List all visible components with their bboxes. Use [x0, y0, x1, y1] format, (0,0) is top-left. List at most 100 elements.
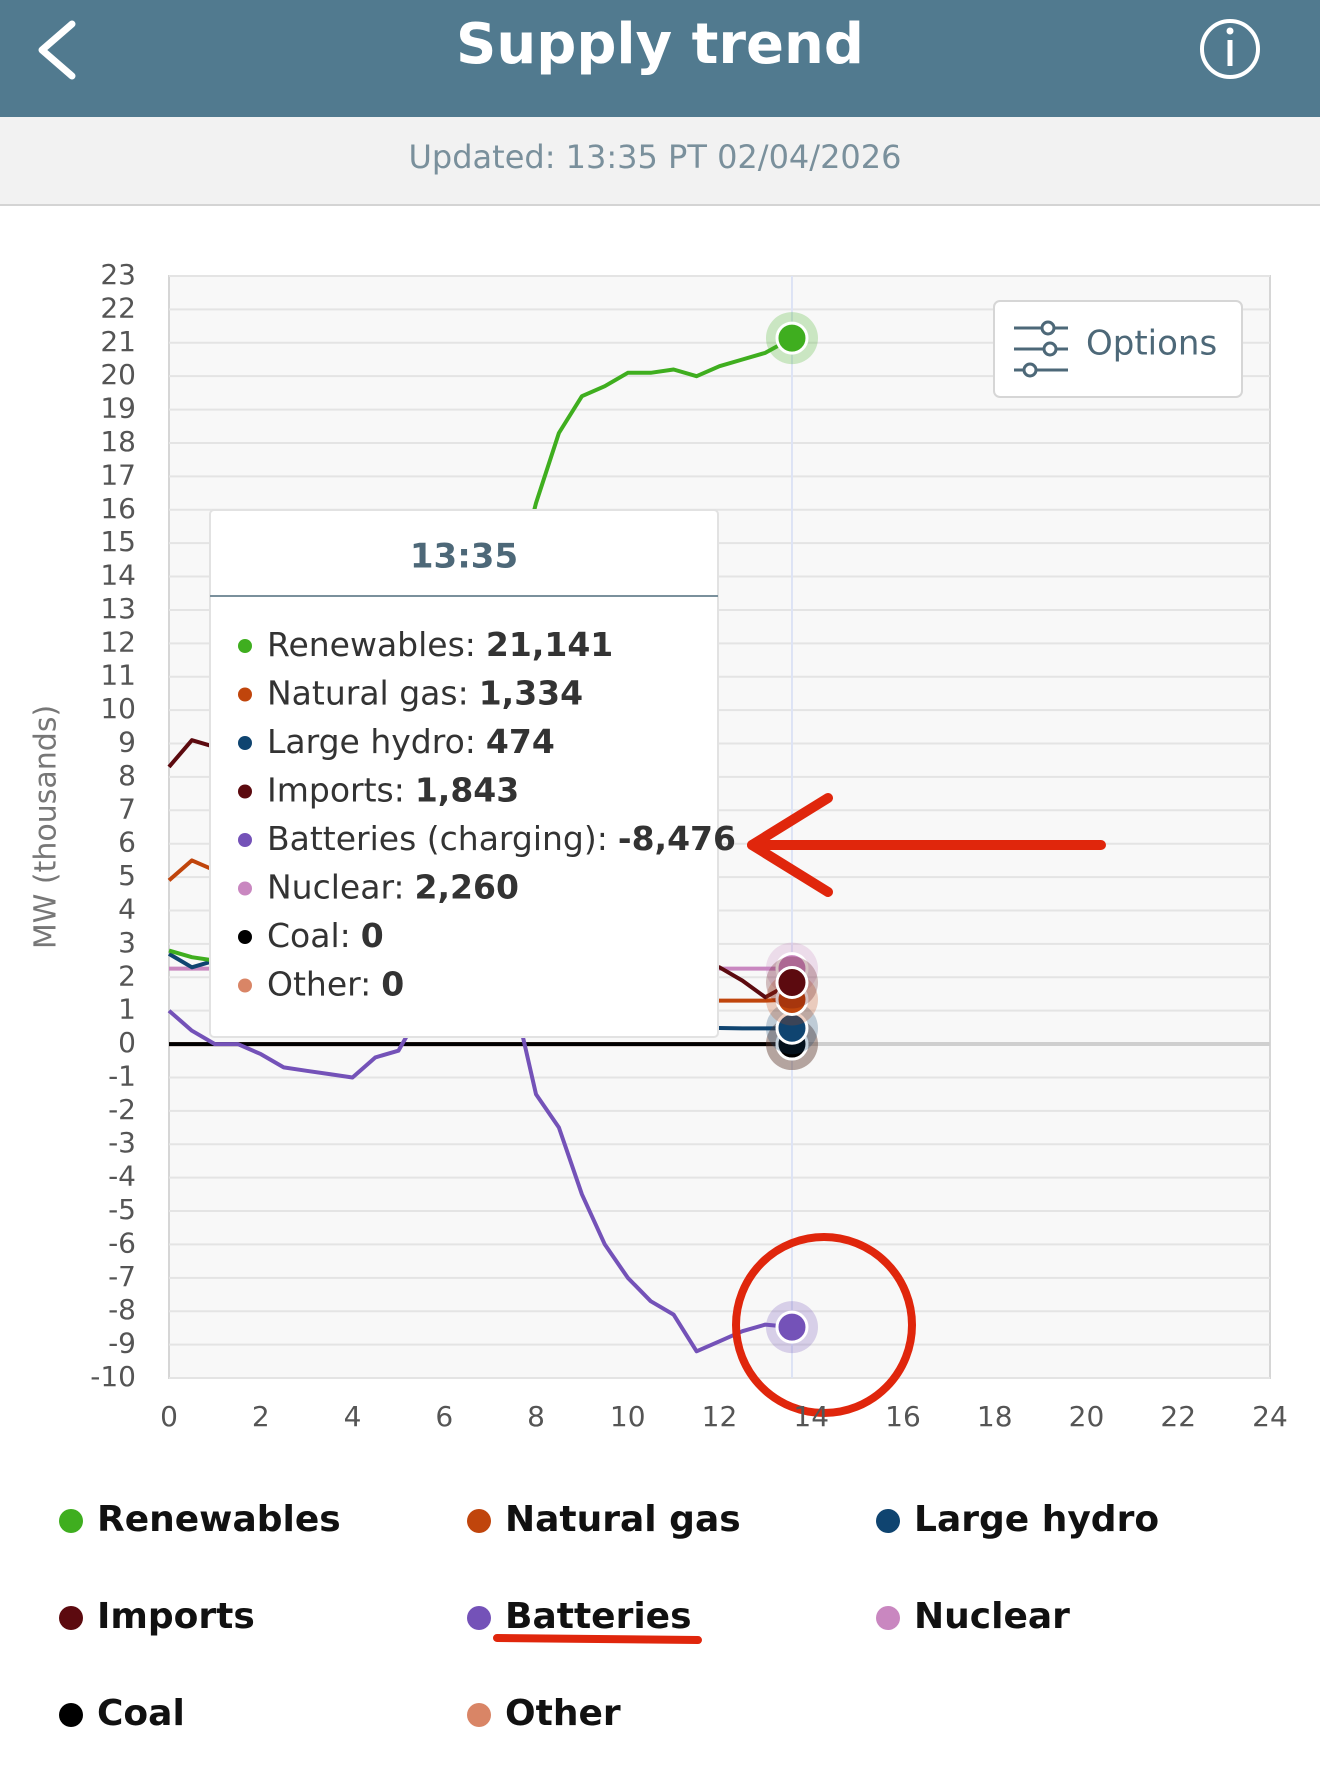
- y-tick-label: 11: [100, 659, 136, 692]
- updated-text: Updated: 13:35 PT 02/04/2026: [409, 138, 902, 176]
- legend-label: Large hydro: [914, 1499, 1159, 1540]
- tooltip-label: Natural gas:: [267, 673, 469, 712]
- tooltip-row: Natural gas: 1,334: [267, 673, 583, 712]
- legend-swatch: [467, 1606, 491, 1630]
- tooltip-row: Coal: 0: [267, 916, 384, 955]
- legend-item[interactable]: Coal: [59, 1693, 185, 1734]
- x-tick-label: 18: [977, 1400, 1013, 1433]
- end-point: [775, 1310, 809, 1344]
- annotation-arrow-head: [747, 793, 833, 897]
- legend-swatch: [59, 1509, 83, 1533]
- legend-swatch: [467, 1509, 491, 1533]
- info-dot: [1226, 27, 1234, 35]
- tooltip-label: Renewables:: [267, 625, 476, 664]
- y-tick-label: 9: [118, 726, 136, 759]
- x-tick-label: 8: [527, 1400, 545, 1433]
- y-tick-label: -7: [108, 1260, 136, 1293]
- y-tick-label: 1: [118, 993, 136, 1026]
- y-tick-label: 7: [118, 792, 136, 825]
- y-tick-label: 2: [118, 959, 136, 992]
- info-button[interactable]: [1200, 19, 1260, 79]
- legend-item[interactable]: Large hydro: [876, 1499, 1159, 1540]
- y-tick-label: 22: [100, 291, 136, 324]
- legend: Renewables Natural gas Large hydro Imports B…: [59, 1499, 1159, 1734]
- back-button[interactable]: [38, 20, 76, 80]
- updated-bar: [0, 117, 1320, 206]
- x-tick-label: 16: [885, 1400, 921, 1433]
- x-tick-label: 12: [702, 1400, 738, 1433]
- tooltip-row: Imports: 1,843: [267, 770, 519, 809]
- tooltip: 13:35 Renewables: 21,141 Natural gas: 1,334…: [209, 509, 736, 1038]
- tooltip-value: 474: [486, 722, 555, 761]
- tooltip-label: Nuclear:: [267, 867, 405, 906]
- tooltip-row: Large hydro: 474: [267, 722, 555, 761]
- options-button[interactable]: Options: [993, 300, 1243, 398]
- end-point: [775, 966, 809, 1000]
- x-tick-label: 14: [793, 1400, 829, 1433]
- tooltip-dot: [238, 784, 252, 799]
- tooltip-row: Other: 0: [267, 964, 404, 1003]
- tooltip-value: -8,476: [618, 819, 736, 858]
- legend-item[interactable]: Other: [467, 1693, 621, 1734]
- x-tick-label: 6: [435, 1400, 453, 1433]
- x-tick-label: 4: [344, 1400, 362, 1433]
- tooltip-dot: [238, 833, 252, 847]
- legend-item[interactable]: Renewables: [59, 1499, 341, 1540]
- header-title: Supply trend: [456, 12, 864, 77]
- options-icon: [1014, 320, 1068, 378]
- legend-label: Nuclear: [914, 1596, 1070, 1637]
- tooltip-value: 1,334: [479, 673, 583, 712]
- options-box: [993, 300, 1243, 398]
- annotation-circle: [732, 1233, 916, 1417]
- legend-label: Coal: [97, 1693, 185, 1734]
- x-tick-label: 22: [1160, 1400, 1196, 1433]
- tooltip-value: 0: [361, 916, 384, 955]
- y-tick-label: 6: [118, 826, 136, 859]
- y-tick-label: -8: [108, 1293, 136, 1326]
- y-tick-label: 13: [100, 592, 136, 625]
- y-tick-label: 19: [100, 392, 136, 425]
- y-tick-label: 8: [118, 759, 136, 792]
- tooltip-value: 0: [381, 964, 404, 1003]
- legend-swatch: [467, 1703, 491, 1727]
- tooltip-label: Batteries (charging):: [267, 819, 608, 858]
- x-tick-label: 0: [160, 1400, 178, 1433]
- x-tick-label: 10: [610, 1400, 646, 1433]
- grid: [169, 275, 1270, 1379]
- legend-item[interactable]: Natural gas: [467, 1499, 741, 1540]
- y-tick-label: 3: [118, 926, 136, 959]
- tooltip-label: Other:: [267, 964, 371, 1003]
- tooltip-dot: [238, 930, 252, 944]
- y-tick-label: 23: [100, 258, 136, 291]
- header-bar: [0, 0, 1320, 117]
- y-tick-label: 4: [118, 892, 136, 925]
- y-tick-label: -10: [90, 1360, 136, 1393]
- y-tick-label: 16: [100, 492, 136, 525]
- y-tick-label: 17: [100, 458, 136, 491]
- y-tick-label: 21: [100, 325, 136, 358]
- y-tick-label: -5: [108, 1193, 136, 1226]
- legend-swatch: [59, 1606, 83, 1630]
- legend-item[interactable]: Batteries: [467, 1596, 692, 1637]
- tooltip-dot: [238, 881, 252, 896]
- legend-label: Natural gas: [505, 1499, 741, 1540]
- tooltip-value: 2,260: [415, 867, 519, 906]
- legend-label: Batteries: [505, 1596, 692, 1637]
- y-tick-label: 0: [118, 1026, 136, 1059]
- y-tick-label: 20: [100, 358, 136, 391]
- y-tick-label: 5: [118, 859, 136, 892]
- end-point: [775, 321, 809, 355]
- legend-item[interactable]: Imports: [59, 1596, 255, 1637]
- legend-item[interactable]: Nuclear: [876, 1596, 1070, 1637]
- legend-swatch: [876, 1606, 900, 1630]
- y-tick-label: 15: [100, 525, 136, 558]
- legend-swatch: [59, 1703, 83, 1727]
- legend-swatch: [876, 1509, 900, 1533]
- y-tick-label: 18: [100, 425, 136, 458]
- tooltip-row: Batteries (charging): -8,476: [267, 819, 736, 858]
- y-axis-label: MW (thousands): [29, 705, 64, 949]
- y-tick-label: -4: [108, 1160, 136, 1193]
- y-tick-label: -2: [108, 1093, 136, 1126]
- tooltip-dot: [238, 736, 252, 750]
